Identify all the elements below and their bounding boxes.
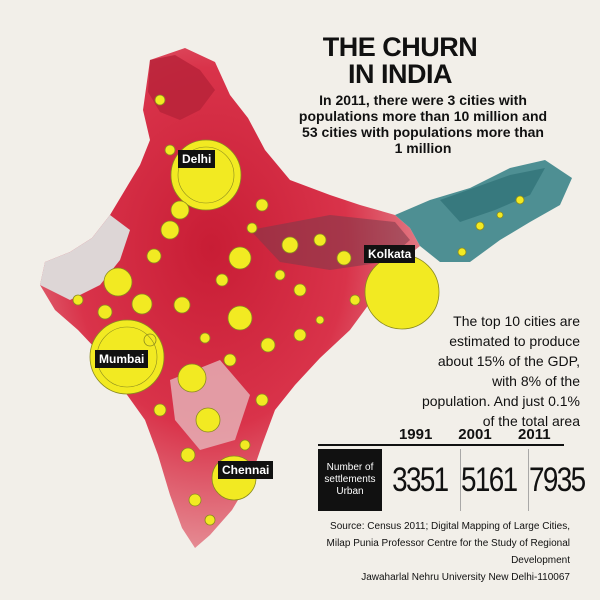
year-2001: 2001: [458, 426, 492, 443]
gdp-note: The top 10 cities are estimated to produ…: [421, 313, 580, 429]
value-2001: 5161: [459, 449, 518, 511]
title-line-1: THE CHURN: [322, 32, 478, 62]
kashmir-region: [148, 55, 215, 120]
row-label: Number of settlements Urban: [318, 449, 382, 511]
value-1991: 3351: [392, 460, 449, 499]
urban-settlements-table: 1991 2001 2011 Number of settlements Urb…: [318, 426, 586, 518]
india-mainland: [40, 48, 420, 548]
intro-text: In 2011, there were 3 cities with popula…: [298, 92, 548, 156]
source-line-1: Source: Census 2011; Digital Mapping of …: [330, 521, 570, 532]
year-1991: 1991: [398, 426, 433, 443]
title-line-2: IN INDIA: [348, 59, 453, 89]
source-credit: Source: Census 2011; Digital Mapping of …: [270, 518, 570, 586]
year-2011: 2011: [518, 426, 551, 443]
year-headers: 1991 2001 2011: [386, 426, 564, 444]
page-title: THE CHURN IN INDIA: [300, 34, 500, 88]
label-delhi: Delhi: [178, 150, 216, 168]
label-mumbai: Mumbai: [95, 350, 149, 368]
source-line-2: Milap Punia Professor Centre for the Stu…: [326, 538, 570, 566]
value-2011: 7935: [528, 449, 586, 511]
settlement-values: 3351 5161 7935: [386, 449, 586, 511]
western-desert: [40, 215, 130, 300]
label-chennai: Chennai: [218, 461, 274, 479]
source-line-3: Jawaharlal Nehru University New Delhi-11…: [361, 572, 570, 583]
table-rule: [318, 444, 564, 446]
label-kolkata: Kolkata: [364, 245, 416, 263]
